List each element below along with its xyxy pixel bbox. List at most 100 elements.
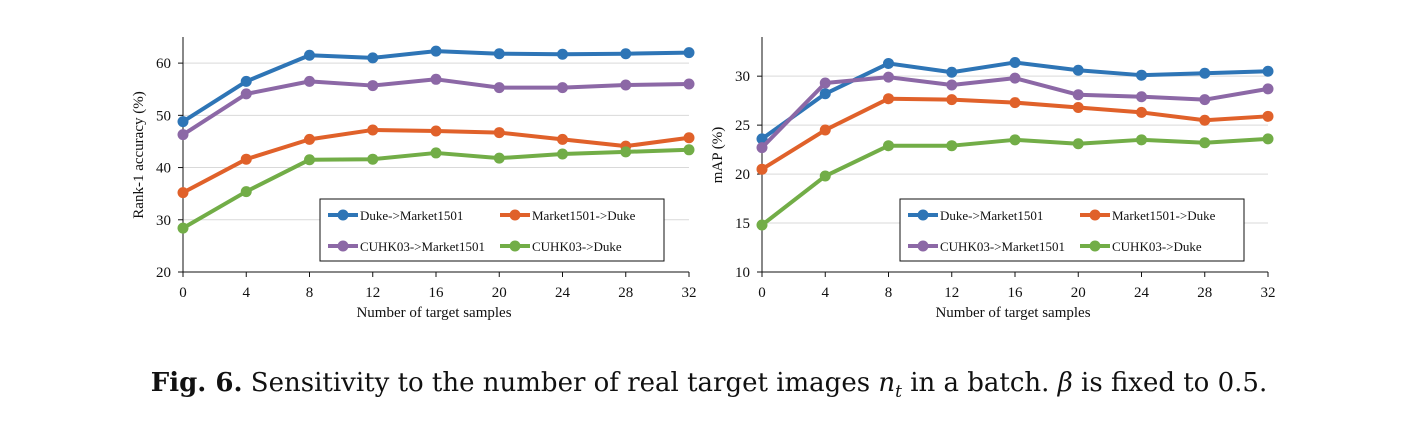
y-axis-title: mAP (%) <box>710 127 726 184</box>
legend-swatch-marker <box>509 240 521 252</box>
x-axis-title: Number of target samples <box>356 305 511 321</box>
data-point <box>1199 114 1211 126</box>
legend-label: Market1501->Duke <box>532 208 636 223</box>
legend-item: CUHK03->Market1501 <box>908 239 1065 254</box>
legend: Duke->Market1501 Market1501->Duke CUHK03->… <box>899 198 1245 262</box>
series-2 <box>177 124 695 199</box>
x-tick-label: 28 <box>1197 285 1212 301</box>
legend-swatch-marker <box>917 240 929 252</box>
data-point <box>1199 94 1211 106</box>
data-point <box>1199 137 1211 149</box>
legend-swatch-marker <box>337 209 349 221</box>
x-tick-label: 4 <box>243 285 251 301</box>
legend-item: Duke->Market1501 <box>328 208 463 223</box>
caption-label: Fig. 6. <box>150 368 243 398</box>
data-point <box>493 152 505 164</box>
data-point <box>683 132 695 144</box>
data-point <box>557 48 568 60</box>
data-point <box>946 140 958 152</box>
legend-swatch-marker <box>917 209 929 221</box>
series-line <box>760 96 1269 171</box>
data-point <box>883 93 894 105</box>
data-point <box>240 75 252 87</box>
data-point <box>430 125 442 137</box>
x-tick-label: 24 <box>555 285 571 301</box>
series-3 <box>756 71 1274 154</box>
data-point <box>620 146 632 158</box>
y-tick-label: 15 <box>735 216 750 232</box>
data-point <box>1262 65 1274 77</box>
data-point <box>240 153 252 165</box>
data-point <box>304 154 315 166</box>
data-point <box>819 88 831 100</box>
y-axis-title: Rank-1 accuracy (%) <box>131 91 147 218</box>
caption-text-middle: in a batch. <box>910 368 1050 398</box>
data-point <box>367 52 379 64</box>
data-point <box>493 127 505 139</box>
x-tick-label: 32 <box>682 285 697 301</box>
data-point <box>756 219 768 231</box>
x-tick-label: 12 <box>944 285 959 301</box>
data-point <box>430 73 442 85</box>
x-tick-label: 8 <box>306 285 314 301</box>
x-tick-label: 20 <box>1071 285 1086 301</box>
legend-swatch-marker <box>1089 209 1101 221</box>
chart-1: 20 30 40 50 60 0 4 8 12 16 20 24 28 32 Number of targe… <box>131 37 697 321</box>
x-tick-label: 12 <box>365 285 380 301</box>
series-4 <box>756 133 1274 231</box>
data-point <box>683 78 695 90</box>
data-point <box>756 142 768 154</box>
legend-label: CUHK03->Market1501 <box>940 239 1065 254</box>
legend-label: Duke->Market1501 <box>940 208 1043 223</box>
legend-item: Duke->Market1501 <box>908 208 1043 223</box>
legend-swatch-marker <box>509 209 521 221</box>
data-point <box>367 124 379 136</box>
y-tick-label: 25 <box>735 118 750 134</box>
data-point <box>1136 134 1147 146</box>
legend-label: Market1501->Duke <box>1112 208 1216 223</box>
data-point <box>430 45 442 57</box>
data-point <box>1262 133 1274 145</box>
y-tick-label: 30 <box>735 69 750 85</box>
caption-text-before: Sensitivity to the number of real target… <box>250 368 871 398</box>
data-point <box>1136 69 1147 81</box>
legend-swatch-marker <box>337 240 349 252</box>
legend-label: CUHK03->Market1501 <box>360 239 485 254</box>
data-point <box>946 66 958 78</box>
y-tick-label: 20 <box>735 167 750 183</box>
x-tick-label: 32 <box>1261 285 1276 301</box>
data-point <box>177 222 189 234</box>
legend-item: Market1501->Duke <box>1080 208 1216 223</box>
x-tick-label: 8 <box>885 285 893 301</box>
data-point <box>1009 134 1021 146</box>
data-point <box>1072 64 1084 76</box>
data-point <box>240 186 252 198</box>
data-point <box>177 116 189 128</box>
legend-box <box>899 198 1245 262</box>
legend-swatch-marker <box>1089 240 1101 252</box>
data-point <box>1072 102 1084 113</box>
series-4 <box>177 144 695 234</box>
data-point <box>367 153 379 165</box>
series-1 <box>756 56 1274 145</box>
x-tick-label: 16 <box>429 285 445 301</box>
data-point <box>177 129 189 141</box>
data-point <box>683 47 695 59</box>
series-1 <box>177 45 695 128</box>
caption-text-after: is fixed to 0.5. <box>1081 368 1268 398</box>
x-axis-title: Number of target samples <box>935 305 1090 321</box>
data-point <box>1072 89 1084 101</box>
data-point <box>367 80 379 92</box>
legend: Duke->Market1501 Market1501->Duke CUHK03->… <box>319 198 665 262</box>
legend-item: Market1501->Duke <box>500 208 636 223</box>
data-point <box>620 79 632 91</box>
data-point <box>304 133 315 145</box>
data-point <box>1262 83 1274 95</box>
legend-label: Duke->Market1501 <box>360 208 463 223</box>
data-point <box>240 88 252 100</box>
data-point <box>557 82 568 94</box>
data-point <box>493 48 505 60</box>
data-point <box>883 140 894 152</box>
legend-label: CUHK03->Duke <box>1112 239 1202 254</box>
data-point <box>493 82 505 94</box>
